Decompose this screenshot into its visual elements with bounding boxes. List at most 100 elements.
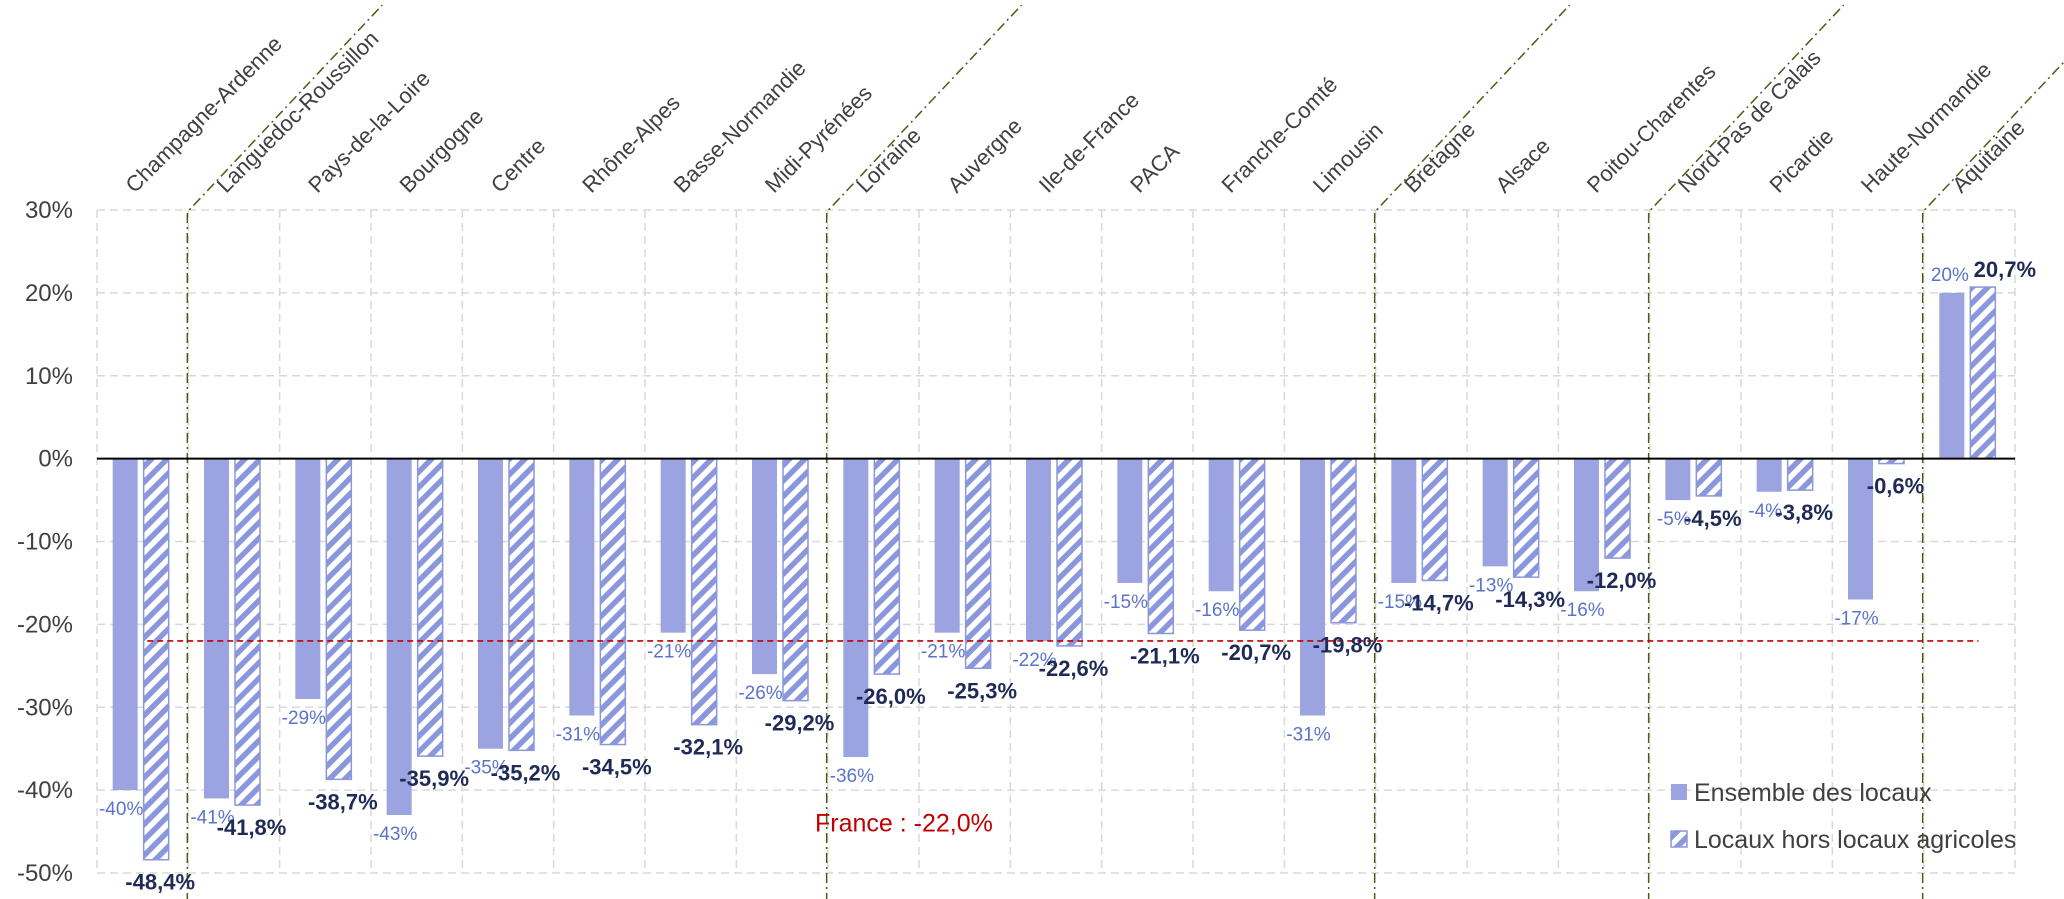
category-label: Auvergne [943,113,1027,197]
data-label-ensemble: -31% [556,725,600,746]
bar-hors-agricoles [1147,457,1175,635]
bar-hors-agricoles [325,457,353,781]
bar-ensemble [660,458,686,633]
bars [112,286,1997,861]
data-label-ensemble: -26% [738,683,782,704]
data-label-ensemble: -17% [1834,609,1878,630]
region-separator [1647,4,1845,899]
bar-hors-agricoles [964,457,992,670]
bar-hors-agricoles [873,457,901,675]
bar-hors-agricoles [1604,457,1631,559]
data-label-ensemble: -43% [373,824,417,845]
bar-ensemble [1848,458,1873,600]
data-label-ensemble: -15% [1104,592,1148,613]
data-label-hors-agricoles: -14,3% [1495,587,1565,612]
bar-ensemble [752,458,777,675]
bar-hors-agricoles [1969,286,1997,460]
region-separator [186,4,383,899]
data-label-hors-agricoles: -20,7% [1221,640,1291,665]
bar-hors-agricoles [1786,457,1814,491]
y-tick-label: 10% [25,363,73,390]
y-tick-label: 30% [25,197,73,224]
data-label-hors-agricoles: -26,0% [856,684,926,709]
bar-ensemble [1208,458,1234,592]
data-label-ensemble: 20% [1931,265,1969,286]
y-axis-ticks: 30% 20% 10% 0% -10% -20% -30% -40% -50% [17,197,73,887]
category-label: Lorraine [851,123,926,198]
data-label-hors-agricoles: -35,2% [491,760,561,785]
category-label: PACA [1125,138,1184,197]
category-label: Rhône-Alpes [577,90,685,198]
grid [96,209,2016,874]
bar-ensemble [1574,458,1599,592]
bar-hors-agricoles [1238,457,1266,631]
y-tick-label: -10% [17,529,73,556]
data-label-ensemble: -4% [1748,501,1782,522]
data-labels: -40% -48,4% -41%-41,8% -29% -38,7% -43% -35,9%… [99,257,2036,895]
data-label-hors-agricoles: -4,5% [1684,506,1741,531]
bar-ensemble [843,458,869,757]
category-label: Aquitaine [1947,115,2030,198]
region-separator [1921,60,2064,899]
bar-hors-agricoles [782,457,809,702]
bar-ensemble [569,458,595,716]
data-label-ensemble: -16% [1195,600,1239,621]
bar-ensemble [1026,458,1051,641]
bar-hors-agricoles [142,457,170,861]
data-label-hors-agricoles: -35,9% [399,766,469,791]
bar-hors-agricoles [599,457,627,746]
y-tick-label: -40% [17,777,73,804]
bar-hors-agricoles [416,457,444,757]
data-label-ensemble: -31% [1286,725,1330,746]
y-tick-label: 20% [25,280,73,307]
data-label-hors-agricoles: -34,5% [582,755,652,780]
bar-ensemble [204,458,229,799]
legend-swatch-ensemble [1671,784,1687,800]
bar-ensemble [1756,458,1782,492]
bar-hors-agricoles [690,457,718,726]
data-label-hors-agricoles: -22,6% [1039,656,1109,681]
data-label-ensemble: -41% [190,807,234,828]
y-tick-label: -50% [17,860,73,887]
legend-label-hors-agricoles: Locaux hors locaux agricoles [1694,826,2016,854]
category-label: Alsace [1491,133,1555,197]
bar-ensemble [295,458,321,699]
bar-ensemble [1482,458,1508,567]
bar-ensemble [934,458,960,633]
bar-hors-agricoles [1695,457,1723,497]
data-label-hors-agricoles: -19,8% [1313,633,1383,658]
region-separator [1373,4,1571,899]
region-separators [186,4,2064,899]
bar-ensemble [112,458,138,791]
category-label: Picardie [1765,124,1839,198]
bar-hors-agricoles [1330,457,1357,624]
data-label-hors-agricoles: -25,3% [947,678,1017,703]
data-label-hors-agricoles: -48,4% [125,870,195,895]
legend-label-ensemble: Ensemble des locaux [1694,779,1932,807]
category-label: Languedoc-Roussillon [212,26,384,198]
data-label-ensemble: -22% [1012,650,1056,671]
category-label: Bourgogne [395,104,489,198]
data-label-hors-agricoles: -29,2% [765,711,835,736]
data-label-ensemble: -21% [921,642,965,663]
legend-swatch-hors-agricoles [1670,830,1688,848]
data-label-ensemble: -15% [1378,592,1422,613]
bar-hors-agricoles [234,457,261,806]
category-labels: Champagne-ArdenneLanguedoc-RoussillonPay… [121,26,2030,198]
data-label-hors-agricoles: 20,7% [1974,257,2036,282]
category-label: Champagne-Ardenne [121,31,287,197]
data-label-hors-agricoles: -14,7% [1404,590,1474,615]
data-label-hors-agricoles: -41,8% [217,815,287,840]
data-label-hors-agricoles: -0,6% [1867,474,1924,499]
category-label: Limousin [1308,118,1388,198]
data-label-ensemble: -21% [647,642,691,663]
bar-hors-agricoles [1421,457,1449,582]
legend: Ensemble des locaux Locaux hors locaux a… [1670,779,2016,854]
bar-ensemble [478,458,503,749]
data-label-ensemble: -16% [1560,600,1604,621]
category-label: Centre [486,133,550,197]
data-label-ensemble: -13% [1469,575,1513,596]
category-label: Bretagne [1399,117,1480,198]
data-label-hors-agricoles: -32,1% [673,735,743,760]
bar-ensemble [1391,458,1417,583]
